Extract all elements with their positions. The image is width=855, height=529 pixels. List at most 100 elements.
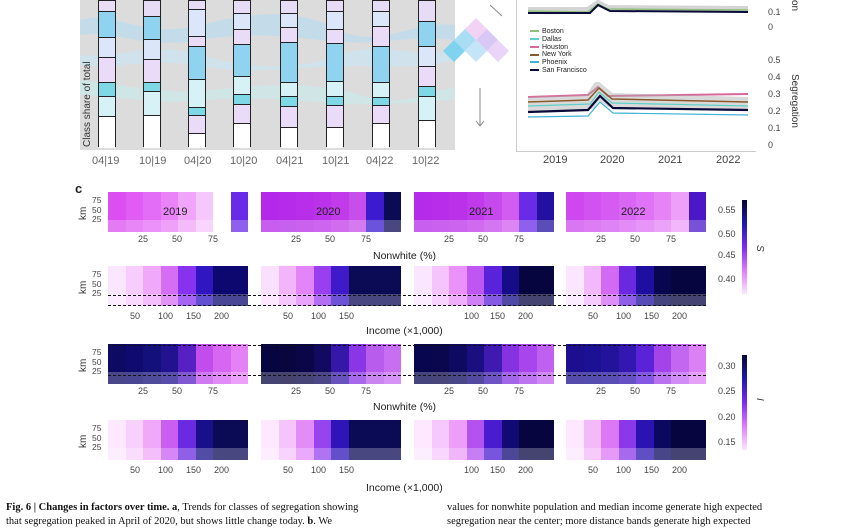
heatmap-cell [414,192,433,232]
income-tick: 200 [214,311,230,321]
heatmap-tile [108,344,248,384]
legend-entry: San Francisco [530,67,587,75]
legend-entry: Phoenix [530,59,587,67]
heatmap-band [108,294,248,306]
heatmap-cell [366,192,385,232]
heatmap-cell [296,192,315,232]
dashed-reference-line [108,345,706,346]
heatmap-cell [688,266,706,306]
income-tick: 50 [588,465,599,475]
heatmap-cell [213,192,232,232]
heatmap-cell [125,266,144,306]
heatmap-cell [213,420,232,460]
income-tick: 150 [490,465,506,475]
class-legend-diamond [443,4,509,127]
heatmap-band [261,448,401,460]
income-tick: 200 [672,465,688,475]
heatmap-cell [230,266,248,306]
figure-caption-left: Fig. 6 | Changes in factors over time. a… [6,501,436,529]
panel-b-bottom-y-tick: 0.2 [768,106,781,116]
heatmap-cell [366,344,385,384]
income-tick: 100 [311,311,327,321]
heatmap-cell [313,344,332,384]
heatmap-band [414,372,554,384]
heatmap-cell [671,266,690,306]
income-tick: 150 [186,311,202,321]
heatmap-cell [636,420,655,460]
legend-label: New York [542,51,572,59]
km-axis-label: km [78,206,89,220]
caption-left-line2: that segregation peaked in April of 2020… [6,516,305,527]
heatmap-cell [383,192,401,232]
heatmap-cell [688,192,706,232]
nonwhite-tick: 75 [361,234,372,244]
income-tick: 100 [158,311,174,321]
heatmap-cell [583,344,602,384]
heatmap-cell [583,420,602,460]
heatmap-cell [671,192,690,232]
income-tick: 150 [490,311,506,321]
heatmap-tile [414,266,554,306]
legend-swatch [530,37,539,40]
class-share-stack [188,0,206,148]
panel-a-x-tick: 04|20 [184,155,212,167]
heatmap-cell [348,192,367,232]
nonwhite-tick: 75 [208,386,219,396]
heatmap-cell [566,192,585,232]
heatmap-cell [195,192,214,232]
heatmap-cell [331,192,350,232]
legend-entry: Boston [530,28,587,36]
class-share-stack [143,0,161,148]
heatmap-cell [296,266,315,306]
panel-b-bottom-y-label: Segregation [789,74,800,128]
heatmap-cell [348,266,367,306]
heatmap-cell [383,266,401,306]
heatmap-cell [583,192,602,232]
heatmap-cell [536,420,554,460]
income-tick: 150 [339,311,355,321]
nonwhite-tick: 50 [630,386,641,396]
heatmap-cell [383,344,401,384]
panel-b-top-y-label: on [789,0,800,12]
panel-b-top-lines [528,0,748,14]
caption-left-bold: Fig. 6 | Changes in factors over time. a [6,502,178,513]
heatmap-cell [501,420,520,460]
heatmap-cell [296,344,315,384]
s-legend-symbol: S [754,245,765,252]
km-tick: 75 [92,195,102,205]
km-tick: 75 [92,423,102,433]
panel-a-x-tick: 10|19 [139,155,167,167]
heatmap-cell [688,420,706,460]
heatmap-tile [261,192,401,232]
nonwhite-tick: 75 [361,386,372,396]
km-tick: 25 [92,442,102,452]
panel-a-x-tick: 10|20 [230,155,258,167]
heatmap-cell [519,344,538,384]
panel-b-x-tick: 2022 [716,154,741,166]
class-share-stack [372,0,390,148]
heatmap-cell [484,344,503,384]
nonwhite-tick: 50 [172,386,183,396]
income-axis-label-2: Income (×1,000) [366,482,443,494]
km-tick: 50 [92,278,102,289]
year-label: 2020 [316,206,341,218]
class-share-stack [98,0,116,148]
km-tick: 75 [92,269,102,279]
heatmap-band [414,294,554,306]
nonwhite-tick: 50 [630,234,641,244]
heatmap-cell [501,344,520,384]
income-tick: 150 [644,311,660,321]
income-tick: 100 [616,465,632,475]
income-tick: 150 [339,465,355,475]
heatmap-cell [348,344,367,384]
km-tick: 25 [92,366,102,376]
heatmap-cell [213,344,232,384]
i-legend-tick: 0.25 [718,386,736,396]
s-colorbar [742,200,747,294]
income-tick: 200 [672,311,688,321]
heatmap-cell [278,420,297,460]
nonwhite-tick: 50 [325,386,336,396]
heatmap-cell [261,344,280,384]
heatmap-tile [566,420,706,460]
panel-a-x-tick: 10|22 [412,155,440,167]
